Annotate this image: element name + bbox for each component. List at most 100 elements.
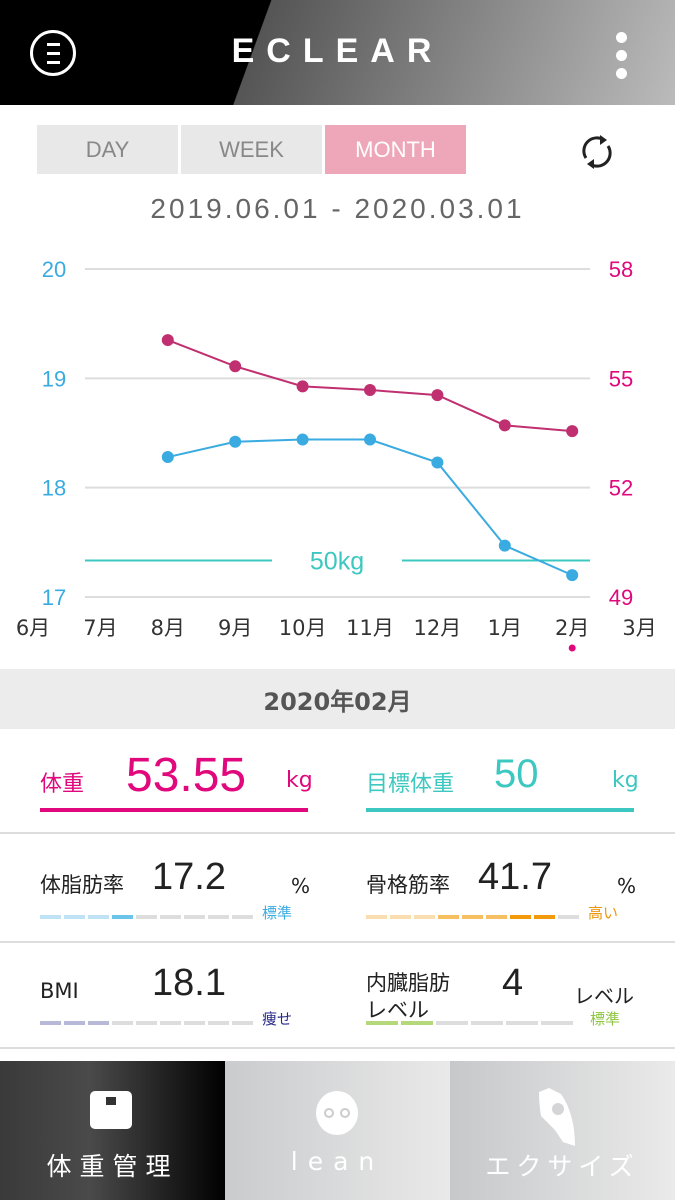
- left-tick-label: 19: [42, 366, 66, 391]
- data-point: [229, 435, 242, 448]
- nav-label: lean: [290, 1147, 385, 1176]
- level-segment: [112, 915, 133, 919]
- x-tick-label: 3月: [622, 616, 656, 640]
- tab-week[interactable]: WEEK: [181, 125, 322, 174]
- level-segment: [184, 1021, 205, 1025]
- metric-card[interactable]: BMI 18.1 痩せ: [40, 942, 310, 1046]
- data-point: [161, 334, 174, 347]
- data-point: [566, 569, 579, 582]
- right-tick-label: 52: [609, 476, 633, 501]
- metric-card[interactable]: 骨格筋率 41.7 % 高い: [366, 836, 636, 940]
- x-tick-label: 6月: [16, 616, 50, 640]
- app-logo: ECLEAR: [231, 32, 444, 70]
- level-segment: [438, 915, 459, 919]
- level-segment: [160, 1021, 181, 1025]
- tab-month[interactable]: MONTH: [325, 125, 466, 174]
- nav-lean[interactable]: lean: [225, 1061, 450, 1200]
- metric-value: 4: [502, 962, 524, 1004]
- level-segment: [366, 1021, 398, 1025]
- level-segment: [208, 915, 229, 919]
- app-header: ECLEAR: [0, 0, 675, 105]
- metric-label: 骨格筋率: [366, 873, 450, 897]
- metric-card[interactable]: 内臓脂肪 レベル 4 レベル 標準: [366, 942, 636, 1046]
- series-line: [167, 438, 573, 577]
- metric-value: 41.7: [478, 856, 552, 898]
- weight-underline: [40, 808, 308, 812]
- level-segment: [88, 915, 109, 919]
- x-tick-label: 10月: [279, 616, 327, 640]
- scale-icon: [90, 1091, 132, 1129]
- metric-status: 標準: [262, 904, 293, 922]
- x-tick-label: 12月: [414, 616, 462, 640]
- level-segment: [88, 1021, 109, 1025]
- refresh-icon[interactable]: [578, 132, 616, 172]
- metric-level-bar: [40, 915, 253, 919]
- period-tabs: DAY WEEK MONTH: [37, 125, 466, 174]
- x-tick-label: 1月: [488, 616, 522, 640]
- target-weight-value: 50: [494, 752, 539, 796]
- metric-level-bar: [40, 1021, 253, 1025]
- tab-day[interactable]: DAY: [37, 125, 178, 174]
- target-label: 50kg: [310, 548, 364, 576]
- left-tick-label: 18: [42, 476, 66, 501]
- target-weight-label: 目標体重: [366, 772, 455, 797]
- metric-unit: %: [290, 874, 310, 898]
- x-tick-label: 11月: [346, 616, 394, 640]
- data-point: [566, 425, 579, 438]
- level-segment: [366, 915, 387, 919]
- more-vertical-icon[interactable]: [612, 32, 632, 80]
- level-segment: [534, 915, 555, 919]
- data-point: [364, 383, 376, 396]
- data-point: [364, 433, 376, 446]
- weight-label: 体重: [40, 772, 85, 797]
- weight-unit: kg: [286, 768, 313, 793]
- level-segment: [506, 1021, 538, 1025]
- metric-status: 痩せ: [262, 1010, 293, 1028]
- nav-weight[interactable]: 体重管理: [0, 1061, 225, 1200]
- level-segment: [414, 915, 435, 919]
- weight-row: 体重 53.55 kg 目標体重 50 kg: [0, 730, 675, 834]
- selected-month: 2020年02月: [0, 669, 675, 729]
- level-segment: [390, 915, 411, 919]
- data-point: [431, 456, 444, 469]
- target-underline: [366, 808, 634, 812]
- left-tick-label: 17: [42, 585, 66, 610]
- menu-circle-icon[interactable]: [30, 30, 76, 76]
- data-point: [229, 360, 242, 373]
- metric-status: 高い: [588, 904, 619, 922]
- data-point: [296, 380, 309, 393]
- metric-label: BMI: [40, 979, 79, 1003]
- level-segment: [436, 1021, 468, 1025]
- nav-exercise[interactable]: エクサイズ: [450, 1061, 675, 1200]
- bottom-nav: 体重管理 lean エクサイズ: [0, 1061, 675, 1200]
- lean-face-icon: [316, 1091, 358, 1135]
- level-segment: [471, 1021, 503, 1025]
- level-segment: [510, 915, 531, 919]
- metric-level-bar: [366, 1021, 573, 1025]
- left-tick-label: 20: [42, 257, 66, 282]
- data-point: [296, 433, 309, 446]
- metric-status: 標準: [590, 1010, 621, 1028]
- level-segment: [232, 1021, 253, 1025]
- metrics-row: [0, 836, 675, 943]
- target-weight[interactable]: 目標体重 50 kg: [366, 730, 639, 830]
- metrics-row: [0, 942, 675, 1049]
- metric-card[interactable]: 体脂肪率 17.2 % 標準: [40, 836, 310, 940]
- data-point: [498, 539, 511, 552]
- level-segment: [541, 1021, 573, 1025]
- level-segment: [136, 915, 157, 919]
- metric-value: 17.2: [152, 856, 226, 898]
- metric-unit: %: [616, 874, 636, 898]
- level-segment: [136, 1021, 157, 1025]
- metric-level-bar: [366, 915, 579, 919]
- level-segment: [160, 915, 181, 919]
- level-segment: [40, 915, 61, 919]
- data-point: [161, 451, 174, 464]
- level-segment: [40, 1021, 61, 1025]
- right-tick-label: 58: [609, 257, 633, 282]
- data-point: [498, 419, 511, 432]
- date-range: 2019.06.01 - 2020.03.01: [150, 193, 525, 224]
- x-tick-label: 2月: [555, 616, 589, 640]
- level-segment: [232, 915, 253, 919]
- weight-chart: 20 58 19 55 18 52 17 49 50kg 6月 7月 8月 9月 10月 11月 12月 1月 2…: [16, 257, 657, 652]
